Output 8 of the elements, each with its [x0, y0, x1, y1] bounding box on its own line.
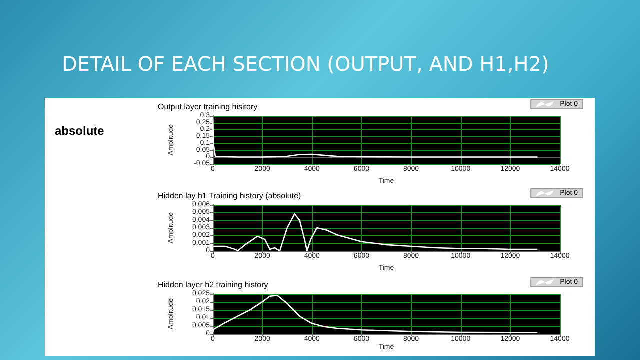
line-series [212, 214, 538, 252]
chart-subtitle: Output layer training hisitory [158, 102, 258, 112]
chart-subtitle: Hidden lay h1 Training history (absolute) [158, 192, 302, 200]
line-series [212, 118, 538, 158]
chart-title: DETAIL OF EACH SECTION (OUTPUT, AND H1,H2) [62, 52, 550, 76]
chart-subtitle: Hidden layer h2 training history [158, 280, 268, 290]
text: absolute [55, 124, 104, 138]
line-series [212, 294, 538, 334]
